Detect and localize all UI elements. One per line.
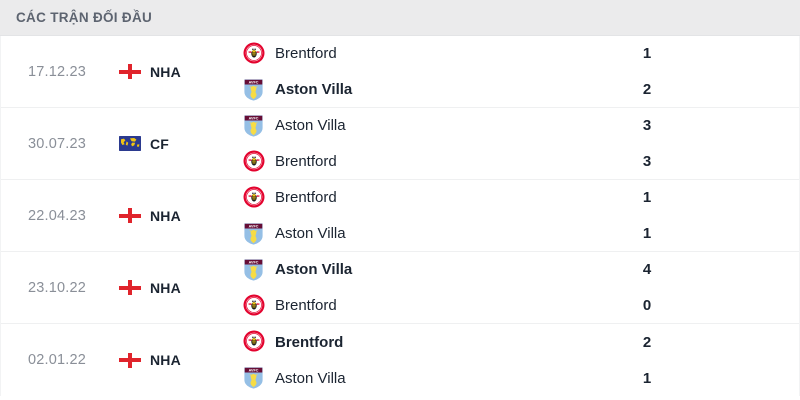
flag-england-icon [119, 64, 141, 79]
svg-text:AVFC: AVFC [249, 80, 259, 84]
home-score-line: 2 [629, 331, 799, 353]
competition-label: NHA [150, 279, 181, 296]
competition-cell[interactable]: NHA [113, 280, 225, 296]
team-name: Aston Villa [275, 81, 353, 98]
match-row[interactable]: 22.04.23 NHA Brentford AVFC Aston Villa 1 1 [1, 180, 799, 252]
score-value: 0 [642, 297, 652, 314]
team-name: Brentford [275, 297, 337, 314]
teams-cell: Brentford AVFC Aston Villa [225, 186, 629, 246]
home-team[interactable]: Brentford [243, 330, 629, 354]
score-value: 1 [642, 369, 652, 387]
competition-cell[interactable]: NHA [113, 352, 225, 368]
competition-label: NHA [150, 352, 181, 368]
match-row[interactable]: 02.01.22 NHA Brentford AVFC Aston Villa 2 1 [1, 324, 799, 396]
home-score-line: 4 [629, 259, 799, 281]
away-team[interactable]: AVFC Aston Villa [243, 366, 629, 390]
score-value: 3 [642, 153, 652, 170]
svg-text:AVFC: AVFC [249, 224, 259, 228]
aston-villa-badge-icon: AVFC [243, 222, 265, 246]
match-date: 22.04.23 [27, 207, 87, 224]
competition-label: NHA [150, 207, 181, 224]
away-score-line: 2 [629, 79, 799, 101]
home-team[interactable]: AVFC Aston Villa [243, 114, 629, 138]
brentford-badge-icon [243, 186, 265, 210]
aston-villa-badge-icon: AVFC [243, 78, 265, 102]
score-value: 1 [642, 189, 652, 206]
team-name: Brentford [275, 189, 337, 206]
teams-cell: AVFC Aston Villa Brentford [225, 258, 629, 318]
team-name: Aston Villa [275, 369, 346, 387]
page-title: CÁC TRẬN ĐỐI ĐẦU [16, 10, 153, 25]
away-team[interactable]: AVFC Aston Villa [243, 78, 629, 102]
home-score-line: 1 [629, 187, 799, 209]
match-date: 17.12.23 [27, 63, 87, 80]
competition-cell[interactable]: NHA [113, 208, 225, 224]
away-score-line: 1 [629, 223, 799, 245]
home-team[interactable]: AVFC Aston Villa [243, 258, 629, 282]
teams-cell: AVFC Aston Villa Brentford [225, 114, 629, 174]
aston-villa-badge-icon: AVFC [243, 114, 265, 138]
panel-header: CÁC TRẬN ĐỐI ĐẦU [0, 0, 800, 36]
team-name: Brentford [275, 45, 337, 62]
away-score-line: 1 [629, 367, 799, 389]
away-score-line: 3 [629, 151, 799, 173]
score-value: 4 [642, 261, 652, 278]
match-row[interactable]: 23.10.22 NHA AVFC Aston Villa Brentford 4 0 [1, 252, 799, 324]
match-row[interactable]: 17.12.23 NHA Brentford AVFC Aston Villa 1 2 [1, 36, 799, 108]
score-value: 1 [642, 225, 652, 242]
teams-cell: Brentford AVFC Aston Villa [225, 330, 629, 390]
match-row[interactable]: 30.07.23 CF AVFC Aston Villa Brentford 3 3 [1, 108, 799, 180]
brentford-badge-icon [243, 42, 265, 66]
competition-label: NHA [150, 63, 181, 80]
flag-england-icon [119, 280, 141, 295]
competition-cell[interactable]: CF [113, 136, 225, 152]
score-value: 2 [642, 81, 652, 98]
away-score-line: 0 [629, 295, 799, 317]
brentford-badge-icon [243, 294, 265, 318]
score-value: 1 [642, 45, 652, 62]
svg-text:AVFC: AVFC [249, 260, 259, 264]
svg-text:AVFC: AVFC [249, 369, 259, 373]
home-score-line: 1 [629, 43, 799, 65]
score-value: 2 [642, 333, 652, 351]
flag-england-icon [119, 208, 141, 223]
competition-cell[interactable]: NHA [113, 64, 225, 80]
away-team[interactable]: Brentford [243, 294, 629, 318]
home-team[interactable]: Brentford [243, 186, 629, 210]
team-name: Aston Villa [275, 117, 346, 134]
flag-world-icon [119, 136, 141, 151]
match-date: 02.01.22 [27, 352, 87, 368]
brentford-badge-icon [243, 330, 265, 354]
flag-england-icon [119, 352, 141, 368]
away-team[interactable]: Brentford [243, 150, 629, 174]
score-value: 3 [642, 117, 652, 134]
match-date: 30.07.23 [27, 135, 87, 152]
away-team[interactable]: AVFC Aston Villa [243, 222, 629, 246]
home-score-line: 3 [629, 115, 799, 137]
match-list: 17.12.23 NHA Brentford AVFC Aston Villa 1 2 30.… [0, 36, 800, 396]
home-team[interactable]: Brentford [243, 42, 629, 66]
aston-villa-badge-icon: AVFC [243, 366, 265, 390]
svg-text:AVFC: AVFC [249, 116, 259, 120]
teams-cell: Brentford AVFC Aston Villa [225, 42, 629, 102]
competition-label: CF [150, 135, 170, 152]
team-name: Aston Villa [275, 225, 346, 242]
brentford-badge-icon [243, 150, 265, 174]
team-name: Aston Villa [275, 261, 353, 278]
aston-villa-badge-icon: AVFC [243, 258, 265, 282]
team-name: Brentford [275, 153, 337, 170]
team-name: Brentford [275, 333, 344, 351]
match-date: 23.10.22 [27, 279, 87, 296]
